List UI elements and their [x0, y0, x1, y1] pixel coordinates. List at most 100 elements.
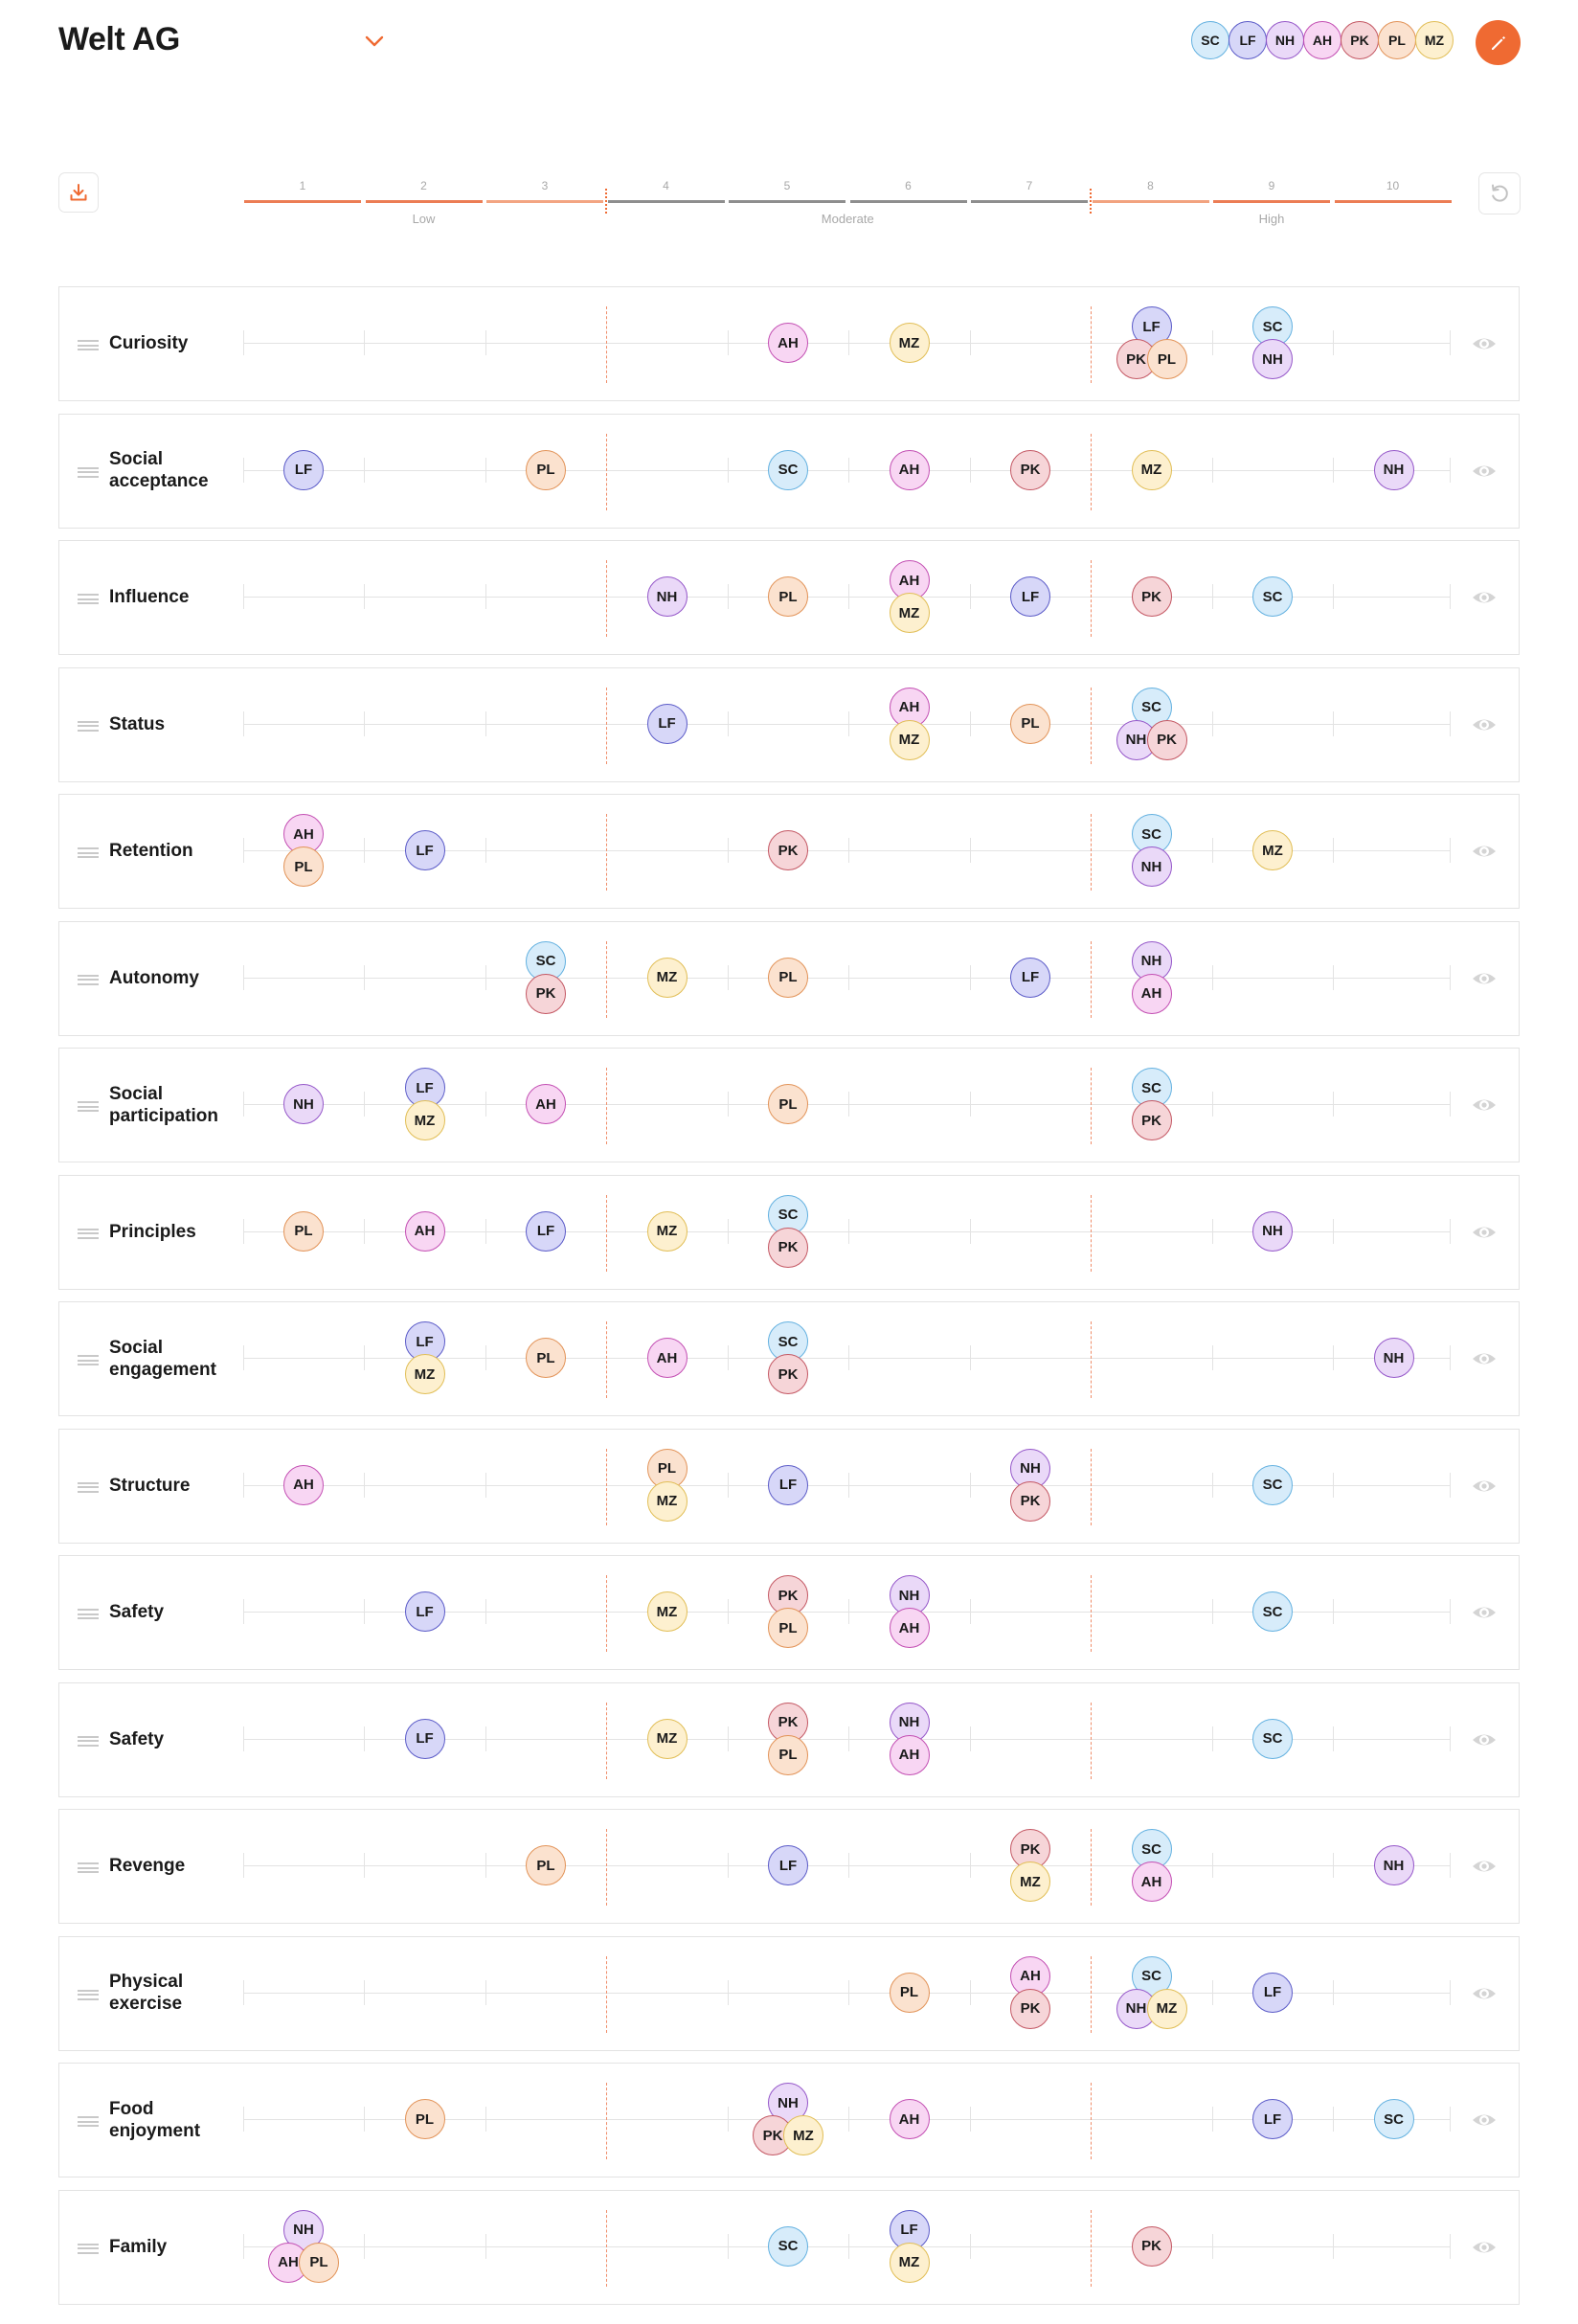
rating-avatar-pl[interactable]: PL — [768, 1608, 808, 1648]
rating-avatar-ah[interactable]: AH — [283, 1464, 324, 1505]
rating-avatar-pk[interactable]: PK — [768, 1354, 808, 1394]
drag-handle-icon[interactable] — [78, 1355, 99, 1365]
rating-avatar-nh[interactable]: NH — [646, 576, 688, 617]
rating-avatar-nh[interactable]: NH — [1131, 846, 1172, 887]
drag-handle-icon[interactable] — [78, 1989, 99, 2000]
rating-avatar-pk[interactable]: PK — [1131, 2225, 1172, 2267]
drag-handle-icon[interactable] — [78, 466, 99, 478]
rating-avatar-lf[interactable]: LF — [768, 1845, 808, 1885]
rating-avatar-mz[interactable]: MZ — [646, 1210, 688, 1252]
eye-icon[interactable] — [1471, 1347, 1498, 1370]
rating-avatar-ah[interactable]: AH — [889, 1734, 930, 1775]
rating-avatar-mz[interactable]: MZ — [1252, 830, 1293, 870]
team-avatar-nh[interactable]: NH — [1266, 21, 1304, 59]
rating-avatar-ah[interactable]: AH — [889, 1608, 930, 1648]
rating-avatar-nh[interactable]: NH — [1252, 339, 1293, 379]
team-avatar-lf[interactable]: LF — [1229, 21, 1267, 59]
drag-handle-icon[interactable] — [78, 847, 99, 858]
rating-avatar-lf[interactable]: LF — [1252, 1972, 1293, 2013]
rating-avatar-pl[interactable]: PL — [768, 1084, 808, 1124]
rating-avatar-pk[interactable]: PK — [1131, 576, 1172, 617]
drag-handle-icon[interactable] — [78, 1735, 99, 1747]
rating-avatar-mz[interactable]: MZ — [1010, 1861, 1050, 1902]
drag-handle-icon[interactable] — [78, 594, 99, 604]
rating-avatar-lf[interactable]: LF — [1010, 957, 1050, 998]
rating-avatar-pl[interactable]: PL — [404, 2099, 445, 2139]
rating-avatar-mz[interactable]: MZ — [889, 593, 930, 633]
rating-avatar-lf[interactable]: LF — [768, 1464, 808, 1505]
rating-avatar-mz[interactable]: MZ — [404, 1100, 445, 1140]
rating-avatar-mz[interactable]: MZ — [889, 719, 930, 760]
rating-avatar-pl[interactable]: PL — [299, 2242, 339, 2283]
eye-icon[interactable] — [1471, 840, 1498, 863]
rating-avatar-pk[interactable]: PK — [1146, 719, 1187, 760]
rating-avatar-pk[interactable]: PK — [526, 973, 566, 1014]
drag-handle-icon[interactable] — [78, 1481, 99, 1493]
rating-avatar-lf[interactable]: LF — [404, 1718, 445, 1759]
rating-avatar-nh[interactable]: NH — [1373, 1845, 1414, 1885]
rating-avatar-lf[interactable]: LF — [646, 703, 688, 744]
eye-icon[interactable] — [1471, 1728, 1498, 1751]
eye-icon[interactable] — [1471, 586, 1498, 609]
rating-avatar-mz[interactable]: MZ — [889, 2242, 930, 2283]
rating-avatar-lf[interactable]: LF — [283, 449, 324, 490]
team-avatar-ah[interactable]: AH — [1303, 21, 1341, 59]
rating-avatar-pk[interactable]: PK — [768, 830, 808, 870]
eye-icon[interactable] — [1471, 332, 1498, 355]
rating-avatar-lf[interactable]: LF — [404, 1068, 445, 1108]
eye-icon[interactable] — [1471, 2109, 1498, 2132]
drag-handle-icon[interactable] — [78, 2116, 99, 2127]
rating-avatar-sc[interactable]: SC — [1373, 2099, 1414, 2139]
rating-avatar-mz[interactable]: MZ — [783, 2115, 823, 2155]
drag-handle-icon[interactable] — [78, 720, 99, 732]
rating-avatar-pl[interactable]: PL — [1146, 339, 1187, 379]
rating-avatar-ah[interactable]: AH — [1131, 1861, 1172, 1902]
rating-avatar-nh[interactable]: NH — [1373, 449, 1414, 490]
eye-icon[interactable] — [1471, 460, 1498, 483]
drag-handle-icon[interactable] — [78, 1101, 99, 1112]
rating-avatar-ah[interactable]: AH — [404, 1210, 445, 1252]
rating-avatar-mz[interactable]: MZ — [404, 1354, 445, 1394]
rating-avatar-mz[interactable]: MZ — [889, 323, 930, 363]
rating-avatar-mz[interactable]: MZ — [646, 1718, 688, 1759]
rating-avatar-ah[interactable]: AH — [889, 2099, 930, 2139]
eye-icon[interactable] — [1471, 2236, 1498, 2259]
rating-avatar-pk[interactable]: PK — [1131, 1100, 1172, 1140]
drag-handle-icon[interactable] — [78, 340, 99, 350]
eye-icon[interactable] — [1471, 1094, 1498, 1117]
rating-avatar-ah[interactable]: AH — [526, 1084, 566, 1124]
rating-avatar-pl[interactable]: PL — [526, 1338, 566, 1378]
rating-avatar-nh[interactable]: NH — [889, 1702, 930, 1743]
rating-avatar-sc[interactable]: SC — [1252, 576, 1293, 617]
rating-avatar-mz[interactable]: MZ — [646, 1480, 688, 1522]
eye-icon[interactable] — [1471, 713, 1498, 736]
drag-handle-icon[interactable] — [78, 974, 99, 985]
rating-avatar-lf[interactable]: LF — [404, 830, 445, 870]
rating-avatar-ah[interactable]: AH — [889, 449, 930, 490]
rating-avatar-pk[interactable]: PK — [1010, 1988, 1050, 2029]
eye-icon[interactable] — [1471, 1601, 1498, 1624]
edit-button[interactable] — [1476, 20, 1521, 65]
eye-icon[interactable] — [1471, 1475, 1498, 1498]
rating-avatar-pl[interactable]: PL — [768, 957, 808, 998]
reset-button[interactable] — [1478, 172, 1521, 214]
rating-avatar-nh[interactable]: NH — [1252, 1210, 1293, 1252]
team-avatar-pk[interactable]: PK — [1341, 21, 1379, 59]
rating-avatar-pl[interactable]: PL — [283, 1210, 324, 1252]
rating-avatar-nh[interactable]: NH — [1373, 1338, 1414, 1378]
team-avatar-mz[interactable]: MZ — [1415, 21, 1454, 59]
rating-avatar-pl[interactable]: PL — [526, 449, 566, 490]
rating-avatar-lf[interactable]: LF — [526, 1210, 566, 1252]
team-avatar-sc[interactable]: SC — [1191, 21, 1229, 59]
rating-avatar-sc[interactable]: SC — [768, 449, 808, 490]
rating-avatar-sc[interactable]: SC — [768, 2225, 808, 2267]
rating-avatar-ah[interactable]: AH — [768, 323, 808, 363]
rating-avatar-pl[interactable]: PL — [283, 846, 324, 887]
rating-avatar-ah[interactable]: AH — [1131, 973, 1172, 1014]
eye-icon[interactable] — [1471, 1221, 1498, 1244]
rating-avatar-pk[interactable]: PK — [1010, 449, 1050, 490]
rating-avatar-pk[interactable]: PK — [1010, 1480, 1050, 1522]
rating-avatar-pl[interactable]: PL — [526, 1845, 566, 1885]
rating-avatar-mz[interactable]: MZ — [1146, 1988, 1187, 2029]
rating-avatar-pk[interactable]: PK — [768, 1227, 808, 1268]
